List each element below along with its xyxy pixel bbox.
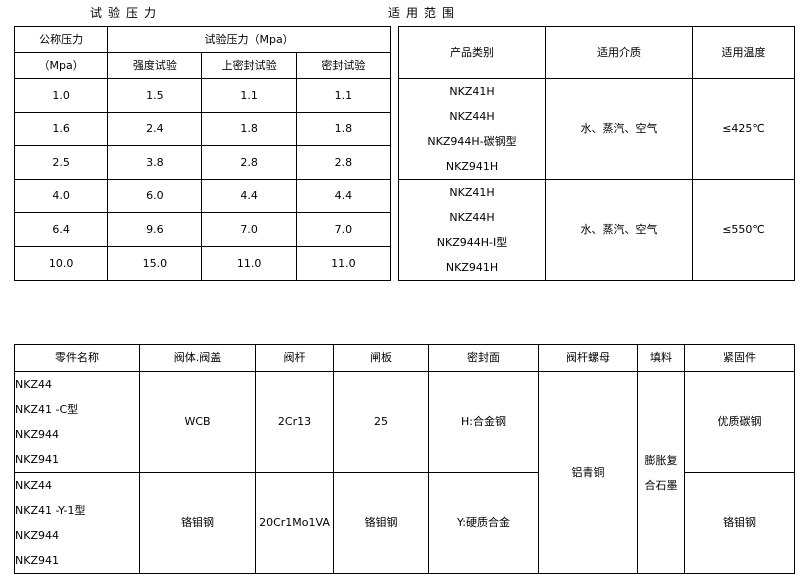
nominal-pressure-header: 公称压力 (13, 26, 109, 53)
material-header: 阀杆螺母 (538, 344, 638, 372)
material-header: 阀杆 (255, 344, 334, 372)
fastener-cell: 优质碳钢 (684, 371, 795, 473)
pressure-cell: 1.0 (13, 78, 109, 113)
part-item: NKZ944 (15, 529, 59, 542)
pressure-cell: 4.4 (295, 178, 392, 214)
product-item: NKZ944H-I型 (436, 236, 508, 249)
part-item: NKZ41 -C型 (15, 403, 79, 416)
sub-header: 密封试验 (295, 52, 392, 79)
pressure-cell: 1.1 (201, 78, 297, 113)
product-list: NKZ41H NKZ44H NKZ944H-I型 NKZ941H (398, 179, 546, 281)
pressure-row: 4.0 6.0 4.4 4.4 (13, 178, 392, 214)
product-item: NKZ941H (445, 261, 499, 274)
medium-cell: 水、蒸汽、空气 (545, 78, 693, 180)
pressure-row: 1.6 2.4 1.8 1.8 (13, 111, 392, 147)
material-row: NKZ44 NKZ41 -C型 NKZ944 NKZ941 WCB 2Cr13 25 H:合金… (14, 371, 795, 574)
product-item: NKZ41H (449, 186, 495, 199)
part-item: NKZ41 -Y-1型 (15, 504, 86, 517)
material-header: 阀体.阀盖 (139, 344, 256, 372)
pressure-cell: 1.8 (201, 111, 297, 147)
part-item: NKZ44 (15, 378, 52, 391)
pressure-cell: 2.5 (13, 145, 109, 180)
pressure-cell: 1.8 (295, 111, 392, 147)
seal-material-cell: Y:硬质合金 (428, 472, 539, 574)
temperature-cell: ≤550℃ (692, 179, 795, 281)
stem-material-cell: 2Cr13 (255, 371, 334, 473)
pressure-cell: 1.6 (13, 111, 109, 147)
sub-header: 强度试验 (107, 52, 203, 79)
part-item: NKZ944 (15, 428, 59, 441)
pressure-row: 6.4 9.6 7.0 7.0 (13, 212, 392, 247)
gate-material-cell: 25 (333, 371, 429, 473)
stem-material-cell: 20Cr1Mo1VA (255, 472, 334, 574)
range-group: NKZ41H NKZ44H NKZ944H-I型 NKZ941H 水、蒸汽、空气 ≤550… (398, 179, 795, 281)
product-item: NKZ44H (449, 110, 495, 123)
pressure-row: 2.5 3.8 2.8 2.8 (13, 145, 392, 180)
pressure-cell: 2.8 (201, 145, 297, 180)
nominal-unit: （Mpa） (13, 52, 109, 79)
gate-material-cell: 铬钼钢 (333, 472, 429, 574)
product-item: NKZ941H (445, 160, 499, 173)
pressure-cell: 11.0 (295, 245, 392, 281)
pressure-row: 1.0 1.5 1.1 1.1 (13, 78, 392, 113)
sub-header: 上密封试验 (201, 52, 297, 79)
caption-test-pressure: 试验压力 (90, 6, 163, 20)
part-item: NKZ44 (15, 479, 52, 492)
pressure-cell: 9.6 (107, 212, 203, 247)
pressure-cell: 10.0 (13, 245, 109, 281)
range-group: NKZ41H NKZ44H NKZ944H-碳钢型 NKZ941H 水、蒸汽、空气 ≤42… (398, 78, 795, 180)
pressure-cell: 11.0 (201, 245, 297, 281)
pressure-cell: 15.0 (107, 245, 203, 281)
pressure-cell: 4.4 (201, 178, 297, 214)
pressure-cell: 7.0 (295, 212, 392, 247)
range-header: 产品类别 (398, 26, 546, 79)
body-material-cell: 铬钼钢 (139, 472, 256, 574)
body-material-cell: WCB (139, 371, 256, 473)
material-header: 零件名称 (14, 344, 140, 372)
product-item: NKZ41H (449, 85, 495, 98)
material-header: 紧固件 (684, 344, 795, 372)
stem-nut-cell: 铝青铜 (538, 371, 638, 574)
pressure-table: 公称压力 试验压力（Mpa） （Mpa） 强度试验 上密封试验 密封试验 1.0… (13, 26, 392, 281)
seal-material-cell: H:合金钢 (428, 371, 539, 473)
medium-cell: 水、蒸汽、空气 (545, 179, 693, 281)
material-header: 闸板 (333, 344, 429, 372)
pressure-cell: 1.1 (295, 78, 392, 113)
product-item: NKZ944H-碳钢型 (427, 135, 517, 148)
pressure-cell: 2.8 (295, 145, 392, 180)
product-item: NKZ44H (449, 211, 495, 224)
pressure-cell: 7.0 (201, 212, 297, 247)
product-list: NKZ41H NKZ44H NKZ944H-碳钢型 NKZ941H (398, 78, 546, 180)
fastener-cell: 铬钼钢 (684, 472, 795, 574)
part-list: NKZ44 NKZ41 -C型 NKZ944 NKZ941 (14, 371, 140, 473)
pressure-cell: 3.8 (107, 145, 203, 180)
material-header: 填料 (637, 344, 685, 372)
part-list: NKZ44 NKZ41 -Y-1型 NKZ944 NKZ941 (14, 472, 140, 574)
range-header: 适用温度 (692, 26, 795, 79)
part-item: NKZ941 (15, 453, 59, 466)
pressure-cell: 6.4 (13, 212, 109, 247)
material-header: 密封面 (428, 344, 539, 372)
material-row: NKZ44 NKZ41 -Y-1型 NKZ944 NKZ941 铬钼钢 20Cr1Mo1V… (14, 472, 795, 574)
test-pressure-header: 试验压力（Mpa） (107, 26, 391, 53)
packing-cell: 膨胀复合石墨 (637, 371, 685, 574)
temperature-cell: ≤425℃ (692, 78, 795, 180)
range-header: 适用介质 (545, 26, 693, 79)
pressure-cell: 1.5 (107, 78, 203, 113)
pressure-cell: 4.0 (13, 178, 109, 214)
range-table: 产品类别 适用介质 适用温度 NKZ41H NKZ44H NKZ944H-碳钢型 NK… (398, 26, 795, 281)
part-item: NKZ941 (15, 554, 59, 567)
pressure-cell: 2.4 (107, 111, 203, 147)
material-table: 零件名称 阀体.阀盖 阀杆 闸板 密封面 阀杆螺母 填料 紧固件 NKZ44 NKZ41 -C型… (14, 344, 795, 574)
pressure-cell: 6.0 (107, 178, 203, 214)
caption-application-range: 适用范围 (388, 6, 461, 20)
pressure-row: 10.0 15.0 11.0 11.0 (13, 245, 392, 281)
